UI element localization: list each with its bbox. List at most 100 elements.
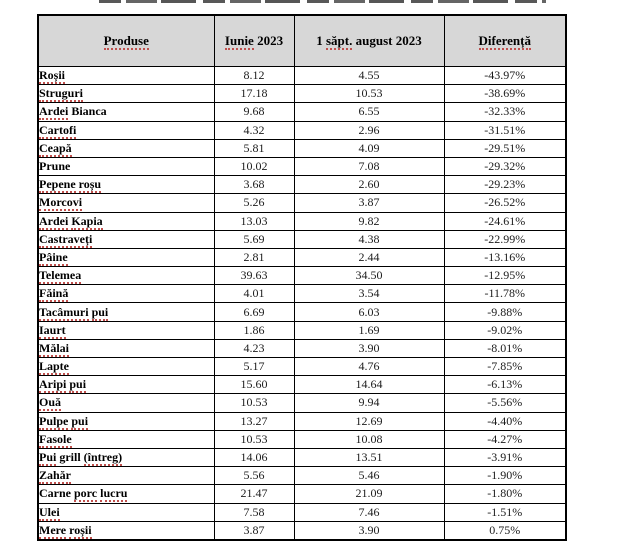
price-june-cell: 39.63 [213,266,295,286]
table-row: Carne porc lucru 21.47 21.09 -1.80% [37,484,567,504]
product-name-cell: Castraveți [37,229,215,249]
column-header-diferenta: Diferență [443,14,567,67]
product-name-cell: Tacâmuri pui [37,302,215,322]
price-august-cell: 6.03 [293,302,445,322]
table-row: Pepene roșu 3.68 2.60 -29.23% [37,175,567,195]
price-august-cell: 4.55 [293,65,445,86]
word: Prune [39,159,71,174]
table-row: Roșii 8.12 4.55 -43.97% [37,65,567,86]
table-row: Telemea 39.63 34.50 -12.95% [37,266,567,286]
price-august-cell: 4.09 [293,138,445,158]
product-name-cell: Lapte [37,356,215,377]
spellcheck-flagged-word: roșu [78,177,102,193]
difference-cell: -3.91% [443,447,567,468]
table-row: Cartofi 4.32 2.96 -31.51% [37,120,567,140]
product-name-cell: Pâine [37,247,215,268]
table-row: Mere roșii 3.87 3.90 0.75% [37,520,567,541]
spellcheck-flagged-word: Lapte [39,359,69,375]
table-row: Pui grill (întreg) 14.06 13.51 -3.91% [37,447,567,468]
word: 1 [316,33,326,48]
product-name-cell: Ouă [37,393,215,413]
spellcheck-flagged-word: săpt. [326,33,353,50]
word: grill [59,450,81,465]
price-june-cell: 5.17 [213,356,295,377]
price-june-cell: 3.68 [213,175,295,195]
product-name-cell: Mere roșii [37,520,215,541]
price-june-cell: 15.60 [213,375,295,395]
price-june-cell: 10.02 [213,156,295,177]
word: Carne [39,486,71,501]
price-august-cell: 13.51 [293,447,445,468]
header-row: Produse Iunie 2023 1 săpt. august 2023 Dife… [37,14,567,67]
table-row: Prune 10.02 7.08 -29.32% [37,156,567,177]
price-comparison-table: Produse Iunie 2023 1 săpt. august 2023 Dife… [37,14,567,541]
product-name-cell: Aripi pui [37,375,215,395]
table-row: Lapte 5.17 4.76 -7.85% [37,356,567,377]
column-header-sapt-august-2023: 1 săpt. august 2023 [293,14,445,67]
product-name-cell: Carne porc lucru [37,484,215,504]
table-row: Făină 4.01 3.54 -11.78% [37,284,567,304]
price-june-cell: 4.23 [213,338,295,359]
spellcheck-flagged-word: Iaurt [39,322,66,339]
price-august-cell: 4.38 [293,229,445,249]
product-name-cell: Mălai [37,338,215,359]
spellcheck-flagged-word: Făină [39,286,69,302]
spellcheck-flagged-word: Produse [103,33,149,50]
spellcheck-flagged-word: pui [71,413,89,430]
price-june-cell: 3.87 [213,520,295,541]
difference-cell: -13.16% [443,247,567,268]
difference-cell: -12.95% [443,266,567,286]
price-june-cell: 2.81 [213,247,295,268]
difference-cell: -26.52% [443,193,567,213]
table-row: Zahăr 5.56 5.46 -1.90% [37,466,567,486]
spellcheck-flagged-word: Ardei [39,104,69,121]
price-june-cell: 1.86 [213,320,295,340]
spellcheck-flagged-word: lucru [100,486,128,502]
price-june-cell: 13.03 [213,211,295,231]
spellcheck-flagged-word: Iunie [224,33,254,50]
price-august-cell: 9.94 [293,393,445,413]
price-august-cell: 2.44 [293,247,445,268]
product-name-cell: Telemea [37,266,215,286]
spellcheck-flagged-word: Cartofi [39,122,77,139]
price-august-cell: 10.53 [293,84,445,104]
table-row: Tacâmuri pui 6.69 6.03 -9.88% [37,302,567,322]
product-name-cell: Ulei [37,502,215,522]
spellcheck-flagged-word: pui [69,377,87,393]
table-row: Ulei 7.58 7.46 -1.51% [37,502,567,522]
table-row: Pulpe pui 13.27 12.69 -4.40% [37,411,567,431]
table-row: Mălai 4.23 3.90 -8.01% [37,338,567,359]
spellcheck-flagged-word: Castraveți [39,231,93,248]
spellcheck-flagged-word: Ceapă [39,140,72,157]
spellcheck-flagged-word: Ouă [39,395,62,412]
product-name-cell: Fasole [37,429,215,449]
price-june-cell: 10.53 [213,393,295,413]
spellcheck-flagged-word: Ulei [39,504,60,521]
price-august-cell: 2.60 [293,175,445,195]
difference-cell: -5.56% [443,393,567,413]
price-august-cell: 1.69 [293,320,445,340]
spellcheck-flagged-word: porc [74,486,98,502]
price-june-cell: 21.47 [213,484,295,504]
price-august-cell: 7.08 [293,156,445,177]
table-row: Fasole 10.53 10.08 -4.27% [37,429,567,449]
price-june-cell: 13.27 [213,411,295,431]
difference-cell: -29.23% [443,175,567,195]
difference-cell: -1.80% [443,484,567,504]
difference-cell: -24.61% [443,211,567,231]
table-row: Ceapă 5.81 4.09 -29.51% [37,138,567,158]
difference-cell: -31.51% [443,120,567,140]
price-august-cell: 14.64 [293,375,445,395]
product-name-cell: Ardei Kapia [37,211,215,231]
spellcheck-flagged-word: Telemea [39,268,82,284]
price-august-cell: 12.69 [293,411,445,431]
price-june-cell: 17.18 [213,84,295,104]
spellcheck-flagged-word: Tacâmuri [39,304,89,321]
price-august-cell: 3.90 [293,520,445,541]
difference-cell: -38.69% [443,84,567,104]
spellcheck-flagged-word: Mălai [39,340,69,357]
table-row: Iaurt 1.86 1.69 -9.02% [37,320,567,340]
spellcheck-flagged-word: (întreg) [83,450,123,466]
spellcheck-flagged-word: Zahăr [39,468,72,484]
